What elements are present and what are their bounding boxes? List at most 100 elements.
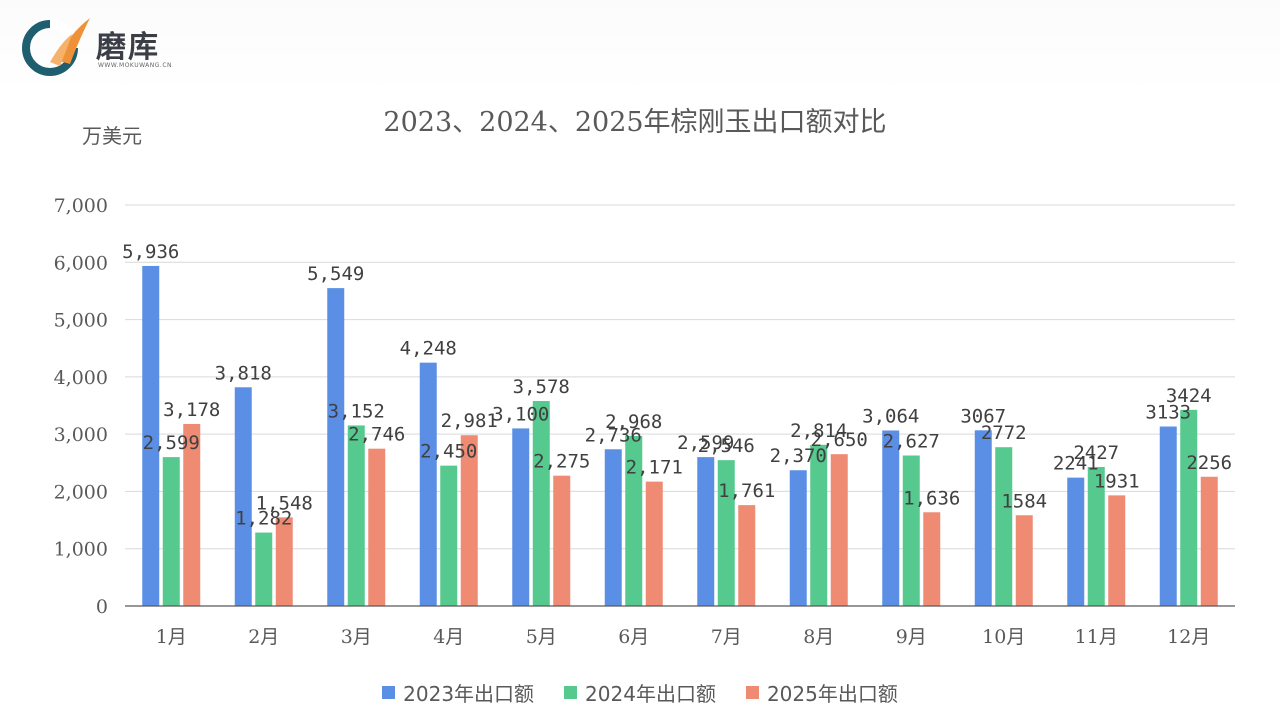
bars <box>142 265 1218 606</box>
data-label: 3,178 <box>163 399 220 421</box>
bar <box>830 454 848 606</box>
data-labels: 5,936 3,818 5,549 4,248 3,100 2,736 2,599 2,370… <box>122 241 1232 530</box>
x-tick-label: 8月 <box>803 626 834 648</box>
gridlines <box>125 204 1235 550</box>
bar <box>1180 409 1198 606</box>
bar <box>923 512 941 606</box>
bar <box>553 475 571 606</box>
legend-label-2023: 2023年出口额 <box>403 682 535 706</box>
bar <box>142 265 160 606</box>
bar <box>1108 495 1126 606</box>
x-tick-label: 4月 <box>433 626 464 648</box>
bar <box>810 444 828 606</box>
data-label: 5,549 <box>307 263 364 285</box>
x-tick-label: 9月 <box>896 626 927 648</box>
data-label: 2,546 <box>698 435 755 457</box>
bar <box>1200 476 1218 606</box>
legend-item-2025: 2025年出口额 <box>745 678 898 707</box>
y-tick-label: 1,000 <box>54 539 108 561</box>
y-axis-unit-label: 万美元 <box>82 124 142 148</box>
data-label: 3,818 <box>215 362 272 384</box>
bar <box>183 423 201 606</box>
x-tick-label: 3月 <box>341 626 372 648</box>
brand-subtitle: WWW.MOKUWANG.CN <box>98 62 173 69</box>
data-label: 2,627 <box>883 431 940 453</box>
header-band <box>0 0 1280 92</box>
bar <box>604 449 622 606</box>
data-label: 2772 <box>981 422 1027 444</box>
data-label: 2,650 <box>811 429 868 451</box>
data-label: 2,171 <box>626 457 683 479</box>
bar <box>625 435 643 606</box>
data-label: 1,282 <box>235 508 292 530</box>
legend-swatch-2025 <box>745 686 759 699</box>
bar <box>440 465 458 606</box>
bar <box>1159 426 1177 606</box>
y-tick-label: 2,000 <box>54 481 108 503</box>
data-label: 4,248 <box>400 338 457 360</box>
legend-item-2023: 2023年出口额 <box>382 678 534 707</box>
y-tick-label: 0 <box>96 596 108 618</box>
legend-label-2024: 2024年出口额 <box>585 682 716 706</box>
data-label: 1,548 <box>256 492 313 514</box>
x-tick-label: 2月 <box>248 626 279 648</box>
y-tick-label: 7,000 <box>54 195 108 217</box>
data-label: 2,450 <box>420 441 477 463</box>
bar <box>275 517 293 606</box>
y-tick-label: 6,000 <box>54 252 108 274</box>
data-label: 3,064 <box>862 405 919 427</box>
legend-swatch-2023 <box>382 686 396 699</box>
bar <box>882 430 900 606</box>
legend-label-2025: 2025年出口额 <box>766 682 898 706</box>
bar <box>738 505 756 606</box>
data-label: 5,936 <box>122 241 179 263</box>
bar <box>1067 477 1085 606</box>
x-tick-label: 11月 <box>1075 626 1118 648</box>
y-tick-label: 5,000 <box>54 310 108 332</box>
x-tick-label: 6月 <box>618 626 649 648</box>
bar <box>327 288 345 606</box>
bar <box>995 447 1013 606</box>
data-label: 2,746 <box>348 424 405 446</box>
data-label: 2,370 <box>770 445 827 467</box>
bar <box>234 387 252 606</box>
data-label: 3,152 <box>328 400 385 422</box>
bar <box>347 425 365 606</box>
data-label: 2,968 <box>605 411 662 433</box>
bar <box>717 460 735 606</box>
bar <box>368 448 386 606</box>
legend-swatch-2024 <box>564 686 578 699</box>
data-label: 2,814 <box>790 420 847 442</box>
chart-title: 2023、2024、2025年棕刚玉出口额对比 <box>383 107 887 138</box>
x-tick-label: 10月 <box>982 626 1025 648</box>
bar <box>1087 466 1105 606</box>
bar <box>789 470 807 606</box>
bar <box>974 430 992 606</box>
data-label: 2,981 <box>441 410 498 432</box>
data-label: 2241 <box>1053 453 1099 475</box>
bar <box>162 457 180 606</box>
data-label: 3067 <box>960 405 1006 427</box>
data-label: 1584 <box>1001 490 1047 512</box>
bar <box>1015 515 1033 606</box>
brand-logo: 磨库 WWW.MOKUWANG.CN <box>20 16 180 80</box>
logo-mark-icon <box>22 18 90 76</box>
data-label: 2,599 <box>143 432 200 454</box>
y-tick-label: 4,000 <box>54 367 108 389</box>
x-tick-label: 5月 <box>526 626 557 648</box>
bar <box>645 481 663 606</box>
x-tick-label: 1月 <box>156 626 187 648</box>
data-label: 2,275 <box>533 451 590 473</box>
bar <box>419 362 437 606</box>
data-label: 2427 <box>1073 442 1119 464</box>
bar <box>255 532 273 606</box>
data-label: 3,100 <box>492 403 549 425</box>
x-tick-label: 12月 <box>1167 626 1210 648</box>
data-label: 3424 <box>1166 385 1212 407</box>
data-label: 2,599 <box>677 432 734 454</box>
legend: 2023年出口额 2024年出口额 2025年出口额 <box>0 678 1280 707</box>
y-tick-label: 3,000 <box>54 424 108 446</box>
bar <box>532 401 550 606</box>
data-label: 1931 <box>1094 470 1140 492</box>
bar <box>697 457 715 606</box>
